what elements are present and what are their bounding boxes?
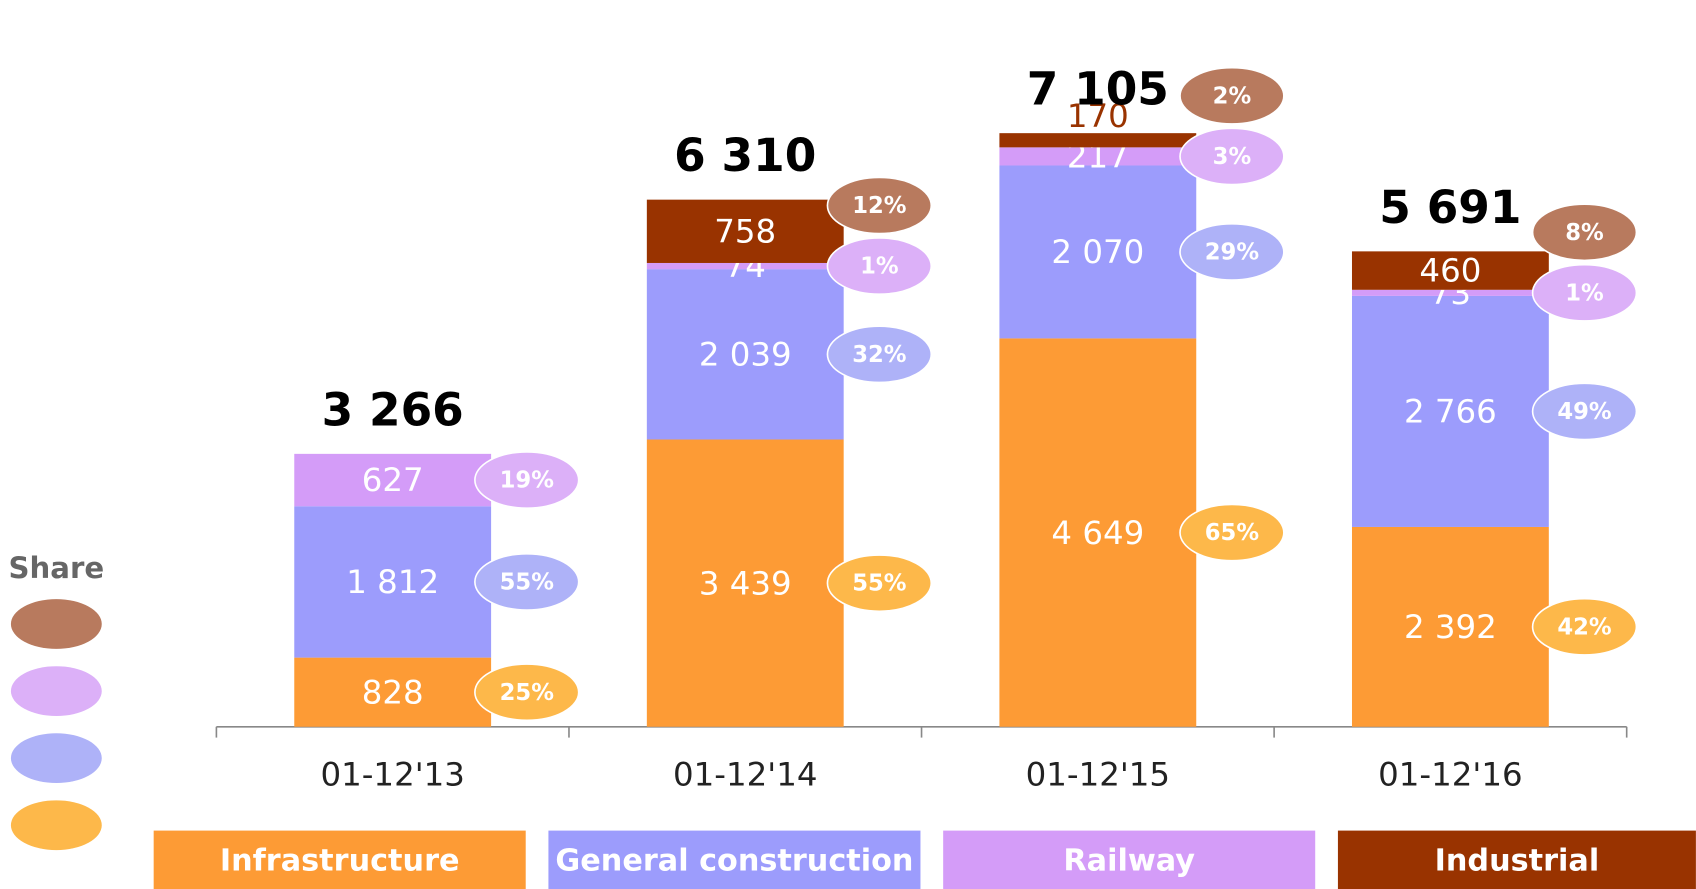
value-label: 2 392	[1404, 608, 1497, 646]
bar-segment	[999, 338, 1197, 727]
bar-segment	[646, 439, 844, 727]
bar-segment	[1351, 295, 1549, 527]
share-bubble	[1531, 382, 1638, 441]
x-tick-label: 01-12'15	[1026, 756, 1170, 794]
legend-label: Industrial	[1435, 843, 1600, 878]
bar-segment	[294, 453, 492, 507]
share-label: 55%	[852, 571, 907, 597]
share-label: 1%	[860, 254, 899, 280]
x-tick-label: 01-12'14	[673, 756, 817, 794]
share-bubble	[1179, 127, 1285, 186]
value-label: 758	[714, 212, 776, 250]
share-label: 2%	[1213, 83, 1252, 109]
share-label: 55%	[500, 570, 555, 596]
share-bubble	[1531, 263, 1638, 322]
bar-segment	[999, 147, 1197, 166]
legend-label: Infrastructure	[220, 843, 460, 878]
share-label: 19%	[500, 468, 555, 494]
value-label: 2 039	[699, 335, 792, 373]
share-label: 32%	[852, 342, 907, 368]
share-label: 49%	[1557, 399, 1612, 425]
share-label: 29%	[1205, 240, 1260, 266]
legend-label: Railway	[1063, 843, 1195, 878]
total-label: 7 105	[1027, 63, 1169, 116]
x-tick-label: 01-12'13	[320, 756, 464, 794]
bar-segment	[1351, 289, 1549, 296]
share-bubble	[474, 451, 580, 509]
value-label: 3 439	[699, 564, 792, 602]
bar-segment	[646, 262, 844, 270]
share-legend-swatch	[10, 666, 102, 716]
bar-segment	[294, 506, 492, 658]
x-tick-label: 01-12'16	[1378, 756, 1522, 794]
value-label: 4 649	[1051, 514, 1144, 552]
total-label: 5 691	[1379, 181, 1521, 234]
share-bubble	[474, 663, 580, 722]
share-label: 42%	[1557, 614, 1612, 640]
legend-box	[943, 830, 1316, 889]
share-label: 12%	[852, 193, 907, 219]
value-label: 460	[1419, 252, 1481, 290]
value-label: 2 070	[1051, 233, 1144, 271]
legend-box	[153, 830, 526, 889]
share-bubble	[1531, 203, 1638, 262]
share-label: 3%	[1213, 144, 1252, 170]
share-label: 65%	[1205, 520, 1260, 546]
share-bubble	[826, 554, 933, 613]
bar-segment	[999, 133, 1197, 148]
legend-box	[1337, 830, 1696, 889]
legend-label: General construction	[555, 843, 913, 878]
share-legend-swatch	[10, 599, 102, 649]
share-label: 25%	[500, 680, 555, 706]
total-label: 6 310	[674, 129, 816, 182]
share-bubble	[1179, 503, 1285, 562]
share-bubble	[1531, 597, 1638, 656]
value-label: 170	[1067, 97, 1129, 135]
bar-segment	[646, 199, 844, 263]
bar-segment	[646, 269, 844, 440]
total-label: 3 266	[322, 383, 464, 436]
share-bubble	[826, 237, 933, 295]
value-label: 1 812	[346, 563, 439, 601]
bar-segment	[999, 165, 1197, 339]
bar-segment	[1351, 526, 1549, 727]
share-bubble	[826, 325, 933, 384]
share-bubble	[1179, 223, 1285, 281]
bar-segment	[294, 657, 492, 727]
share-bubble	[474, 552, 580, 611]
share-legend-swatch	[10, 733, 102, 784]
share-bubble	[1179, 66, 1285, 125]
share-bubble	[826, 176, 933, 235]
share-label: 8%	[1565, 220, 1604, 246]
value-label: 2 766	[1404, 393, 1497, 431]
share-title: Share	[8, 551, 104, 585]
value-label: 828	[362, 673, 424, 711]
bar-segment	[1351, 251, 1549, 290]
share-legend-swatch	[10, 800, 102, 851]
legend-box	[548, 830, 921, 889]
share-label: 1%	[1565, 280, 1604, 306]
value-label: 627	[362, 461, 424, 499]
